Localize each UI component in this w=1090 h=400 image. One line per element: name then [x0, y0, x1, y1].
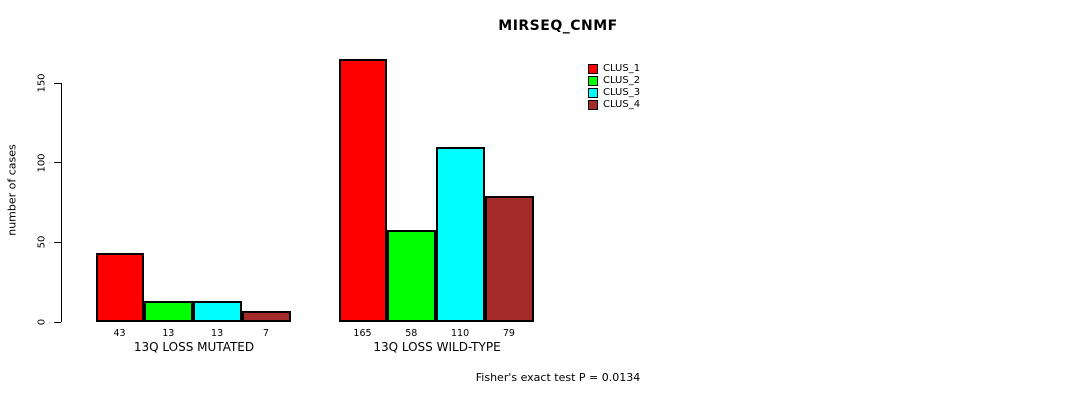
- legend-swatch-icon: [588, 100, 598, 110]
- bar-clus_2-mutated: [144, 301, 194, 322]
- fisher-test-text: Fisher's exact test P = 0.0134: [475, 371, 641, 384]
- bar-clus_4-mutated: [241, 310, 291, 322]
- bar-value-label: 7: [262, 328, 269, 339]
- bar-value-label: 58: [405, 328, 418, 339]
- y-tick-label: 100: [36, 153, 48, 173]
- legend: CLUS_1 CLUS_2 CLUS_3 CLUS_4: [588, 63, 640, 111]
- y-axis-label: number of cases: [5, 144, 19, 236]
- bar-value-label: 13: [162, 328, 175, 339]
- y-tick-label: 150: [36, 73, 48, 93]
- bar-clus_1-mutated: [95, 253, 145, 322]
- legend-item: CLUS_1: [588, 63, 640, 75]
- legend-item: CLUS_2: [588, 75, 640, 87]
- legend-swatch-icon: [588, 64, 598, 74]
- y-tick-label: 0: [36, 318, 48, 326]
- legend-swatch-icon: [588, 76, 598, 86]
- legend-item: CLUS_4: [588, 99, 640, 111]
- legend-label: CLUS_4: [603, 99, 641, 110]
- chart-title: MIRSEQ_CNMF: [498, 18, 618, 34]
- group-label-wildtype: 13Q LOSS WILD-TYPE: [373, 340, 501, 354]
- y-tick-label: 50: [36, 235, 48, 249]
- y-tick: [54, 241, 61, 243]
- bar-value-label: 110: [451, 328, 470, 339]
- bar-value-label: 79: [502, 328, 515, 339]
- bar-value-label: 43: [113, 328, 126, 339]
- bar-clus_2-wildtype: [387, 229, 437, 322]
- bar-clus_1-wildtype: [338, 59, 388, 322]
- bar-clus_4-wildtype: [484, 196, 534, 322]
- legend-label: CLUS_3: [603, 87, 641, 98]
- y-axis: [61, 83, 62, 322]
- legend-swatch-icon: [588, 88, 598, 98]
- y-tick: [54, 82, 61, 84]
- legend-item: CLUS_3: [588, 87, 640, 99]
- y-tick: [54, 321, 61, 323]
- y-tick: [54, 162, 61, 164]
- bar-value-label: 13: [211, 328, 224, 339]
- group-label-mutated: 13Q LOSS MUTATED: [133, 340, 255, 354]
- legend-label: CLUS_1: [603, 63, 641, 74]
- legend-label: CLUS_2: [603, 75, 641, 86]
- bar-clus_3-mutated: [193, 301, 242, 322]
- bar-clus_3-wildtype: [436, 146, 485, 322]
- bar-value-label: 165: [353, 328, 372, 339]
